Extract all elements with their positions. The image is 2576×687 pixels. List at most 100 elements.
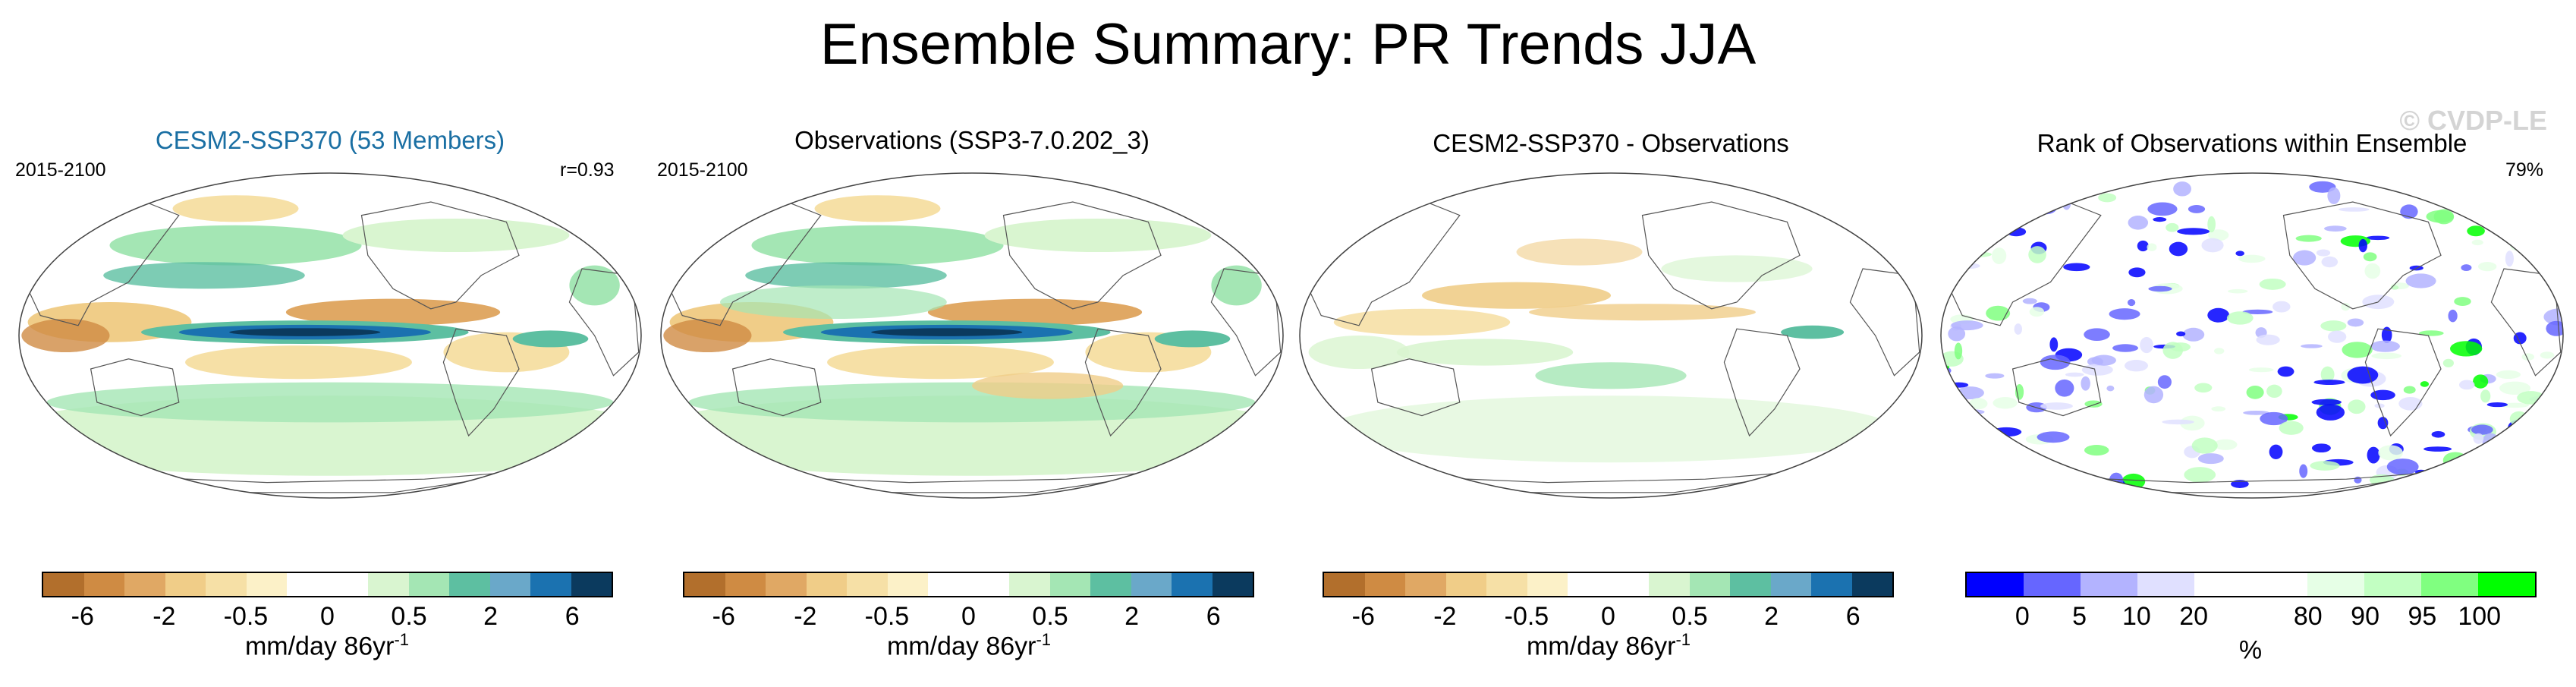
field-patch bbox=[871, 328, 1023, 336]
field-patch bbox=[1949, 382, 1969, 388]
field-patch bbox=[751, 225, 1004, 266]
field-patch bbox=[814, 195, 941, 222]
field-patch bbox=[2084, 328, 2110, 341]
colorbar-tick-label: 0 bbox=[2015, 602, 2030, 631]
field-patch bbox=[2418, 330, 2444, 336]
coastline bbox=[1002, 201, 1162, 310]
field-patch bbox=[2213, 439, 2238, 450]
field-patch bbox=[285, 298, 501, 326]
field-patch bbox=[2457, 191, 2487, 202]
field-patch bbox=[1952, 232, 1978, 248]
field-patch bbox=[2431, 430, 2445, 438]
field-patch bbox=[2467, 225, 2485, 237]
colorbar-swatch bbox=[449, 573, 490, 596]
colorbar-swatch bbox=[1486, 573, 1527, 596]
colorbar-swatch bbox=[327, 573, 368, 596]
field-patch bbox=[720, 285, 947, 319]
panel-1-colorbar-label: mm/day 86yr-1 bbox=[244, 630, 410, 661]
field-patch bbox=[1988, 199, 1999, 206]
coastline bbox=[2011, 358, 2102, 417]
field-patch bbox=[663, 319, 752, 352]
field-patch bbox=[1955, 183, 1985, 188]
field-patch bbox=[1952, 203, 1961, 216]
colorbar-tick-label: 0.5 bbox=[1032, 602, 1068, 631]
panel-1-period: 2015-2100 bbox=[15, 159, 106, 181]
panel-4-stat: 79% bbox=[2505, 159, 2544, 181]
field-patch bbox=[2433, 209, 2455, 225]
colorbar-tick-label: -2 bbox=[153, 602, 176, 631]
colorbar-swatch bbox=[1608, 573, 1649, 596]
field-patch bbox=[2363, 252, 2377, 262]
field-patch bbox=[2246, 385, 2264, 399]
field-patch bbox=[2084, 400, 2103, 408]
colorbar-tick-label: 95 bbox=[2408, 602, 2437, 631]
coastline bbox=[2364, 328, 2442, 437]
coastline bbox=[1084, 328, 1162, 437]
field-patch bbox=[2309, 181, 2336, 193]
field-patch bbox=[1941, 183, 1945, 191]
field-patch bbox=[2015, 383, 2024, 400]
field-patch bbox=[2188, 205, 2206, 213]
colorbar-swatch bbox=[1405, 573, 1446, 596]
field-patch bbox=[2201, 238, 2224, 253]
field-patch bbox=[1396, 339, 1574, 366]
field-patch bbox=[2513, 332, 2527, 345]
panel-1-title: CESM2-SSP370 (53 Members) bbox=[155, 126, 505, 154]
colorbar-tick-label: -0.5 bbox=[1504, 602, 1549, 631]
colorbar-tick-label: 80 bbox=[2293, 602, 2323, 631]
field-patch bbox=[2197, 453, 2224, 465]
field-patch bbox=[2162, 342, 2183, 359]
field-patch bbox=[2018, 216, 2027, 225]
field-patch bbox=[2471, 239, 2483, 246]
field-patch bbox=[512, 330, 589, 348]
field-patch bbox=[1211, 265, 1262, 306]
panel-2-map bbox=[660, 172, 1284, 499]
field-patch bbox=[2248, 367, 2274, 373]
field-patch bbox=[2378, 445, 2403, 461]
field-patch bbox=[2496, 370, 2521, 380]
colorbar-swatch bbox=[206, 573, 247, 596]
field-patch bbox=[2295, 235, 2322, 242]
field-patch bbox=[2450, 341, 2483, 357]
field-patch bbox=[2128, 216, 2149, 230]
field-patch bbox=[2256, 334, 2280, 345]
colorbar-tick-label: 6 bbox=[1845, 602, 1860, 631]
field-patch bbox=[1985, 373, 2005, 379]
field-patch bbox=[2169, 241, 2188, 257]
field-patch bbox=[2269, 444, 2283, 460]
field-patch bbox=[2128, 267, 2146, 278]
field-patch bbox=[21, 319, 110, 352]
colorbar-tick-label: 0.5 bbox=[1672, 602, 1708, 631]
field-patch bbox=[2277, 366, 2294, 377]
field-patch bbox=[2311, 399, 2342, 405]
field-patch bbox=[2398, 396, 2423, 411]
field-patch bbox=[2211, 406, 2226, 412]
field-patch bbox=[2313, 380, 2345, 385]
field-patch bbox=[1422, 282, 1611, 309]
field-patch bbox=[2342, 342, 2373, 358]
colorbar-swatch bbox=[1851, 573, 1892, 596]
colorbar-tick-label: 2 bbox=[483, 602, 499, 631]
panel-4-map bbox=[1940, 172, 2564, 499]
field-patch bbox=[2173, 181, 2191, 197]
field-patch bbox=[2472, 206, 2490, 223]
colorbar-swatch bbox=[2023, 573, 2081, 596]
coastline bbox=[442, 328, 520, 437]
colorbar-swatch bbox=[489, 573, 530, 596]
field-patch bbox=[1941, 478, 1957, 489]
field-patch bbox=[2448, 309, 2458, 323]
field-patch bbox=[2014, 323, 2022, 335]
field-patch bbox=[2242, 309, 2273, 315]
field-patch bbox=[1993, 397, 2018, 409]
field-patch bbox=[2471, 424, 2493, 435]
field-patch bbox=[2124, 360, 2149, 372]
colorbar-swatch bbox=[165, 573, 206, 596]
field-patch bbox=[2364, 263, 2381, 279]
field-patch bbox=[1945, 233, 1972, 241]
colorbar-tick-label: -6 bbox=[712, 602, 735, 631]
colorbar-swatch bbox=[1967, 573, 2024, 596]
field-patch bbox=[1947, 247, 1974, 263]
field-patch bbox=[2454, 297, 2471, 307]
field-patch bbox=[2144, 386, 2164, 404]
colorbar-swatch bbox=[2250, 573, 2308, 596]
